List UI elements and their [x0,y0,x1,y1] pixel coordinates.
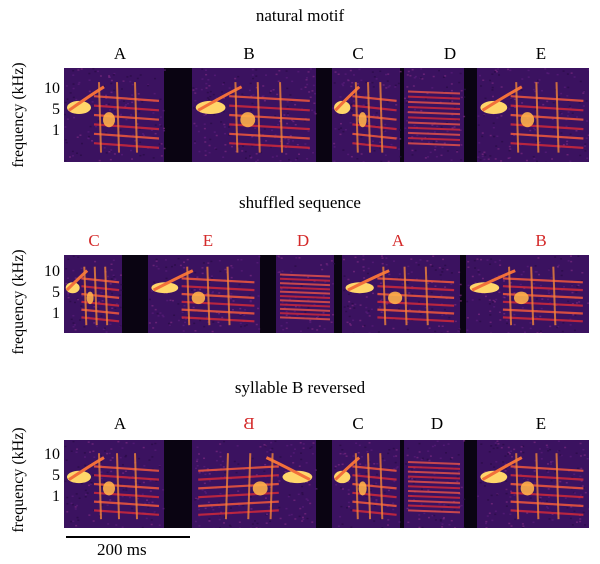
panel-title: natural motif [255,6,345,25]
syllable-label-2: B [243,44,255,63]
syllable-label-5: E [535,44,547,63]
panel-title: shuffled sequence [239,193,361,212]
tick-1: 1 [52,305,60,322]
syllable-label-1: C [88,231,100,250]
spectrogram-svg [64,255,589,333]
tick-10: 10 [44,80,60,97]
spectrogram [64,255,589,333]
spectrogram [64,68,589,162]
syllable-spectrogram-d [276,255,336,333]
syllable-label-1: A [113,414,127,433]
tick-5: 5 [52,284,60,301]
spectrogram [64,440,589,528]
syllable-spectrogram-e [477,68,589,162]
syllable-label-4: D [443,44,457,63]
syllable-label-2-reversed: B [243,414,255,433]
tick-10: 10 [44,263,60,280]
tick-5: 5 [52,101,60,118]
scale-bar [66,536,190,538]
syllable-spectrogram-a [342,255,462,333]
tick-1: 1 [52,122,60,139]
y-axis-label: frequency (kHz) [10,427,27,533]
syllable-spectrogram-e [477,440,589,528]
syllable-label-4: A [391,231,405,250]
spectrogram-svg [64,440,589,528]
tick-10: 10 [44,446,60,463]
tick-1: 1 [52,488,60,505]
syllable-label-5: B [535,231,547,250]
y-axis-label: frequency (kHz) [10,249,27,355]
syllable-label-5: E [535,414,547,433]
syllable-spectrogram-c [332,440,401,528]
syllable-spectrogram-c [64,255,123,333]
syllable-label-4: D [430,414,444,433]
syllable-spectrogram-d [404,68,466,162]
scale-bar-label: 200 ms [97,540,147,559]
syllable-label-3: C [352,414,364,433]
y-axis-label: frequency (kHz) [10,62,27,168]
syllable-spectrogram-e [148,255,261,333]
syllable-spectrogram-d [404,440,466,528]
syllable-spectrogram-a [64,440,165,528]
syllable-label-3: C [352,44,364,63]
syllable-spectrogram-b [466,255,589,333]
syllable-spectrogram-c [332,68,402,162]
syllable-spectrogram-b [192,440,318,528]
syllable-label-1: A [113,44,127,63]
syllable-label-3: D [296,231,310,250]
syllable-spectrogram-b [192,68,317,162]
tick-5: 5 [52,467,60,484]
syllable-spectrogram-a [64,68,166,162]
spectrogram-svg [64,68,589,162]
syllable-label-2: E [202,231,214,250]
panel-title: syllable B reversed [234,378,366,397]
